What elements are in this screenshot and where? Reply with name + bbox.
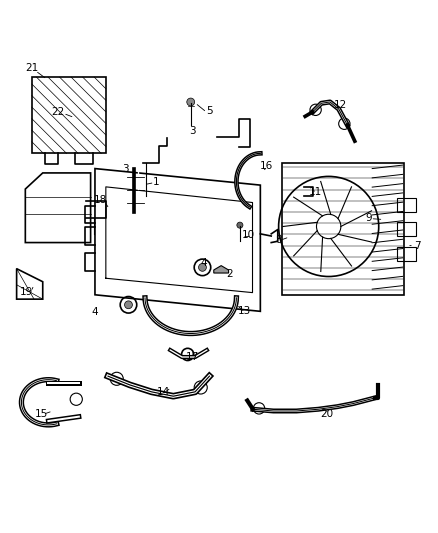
- Text: 4: 4: [201, 258, 207, 268]
- Text: 5: 5: [206, 106, 213, 116]
- Text: 15: 15: [35, 409, 48, 418]
- Text: 22: 22: [51, 107, 64, 117]
- Text: 20: 20: [320, 409, 333, 418]
- Circle shape: [237, 222, 243, 228]
- Text: 7: 7: [414, 240, 420, 251]
- Circle shape: [198, 263, 206, 271]
- Text: 8: 8: [276, 235, 283, 245]
- Polygon shape: [214, 265, 229, 273]
- Circle shape: [124, 301, 132, 309]
- Text: 2: 2: [226, 269, 233, 279]
- Circle shape: [187, 98, 194, 106]
- Text: 9: 9: [366, 213, 372, 223]
- Text: 21: 21: [25, 63, 39, 74]
- Text: 10: 10: [242, 230, 255, 240]
- Text: 17: 17: [185, 352, 199, 362]
- Text: 3: 3: [190, 126, 196, 136]
- Text: 4: 4: [92, 307, 98, 317]
- Text: 19: 19: [20, 287, 33, 297]
- Text: 18: 18: [94, 196, 107, 205]
- Text: 1: 1: [152, 176, 159, 187]
- Text: 14: 14: [157, 387, 170, 397]
- Text: 16: 16: [259, 160, 272, 171]
- Text: 3: 3: [122, 164, 129, 174]
- Text: 12: 12: [333, 100, 346, 110]
- Text: 13: 13: [238, 306, 251, 316]
- Text: 11: 11: [309, 187, 322, 197]
